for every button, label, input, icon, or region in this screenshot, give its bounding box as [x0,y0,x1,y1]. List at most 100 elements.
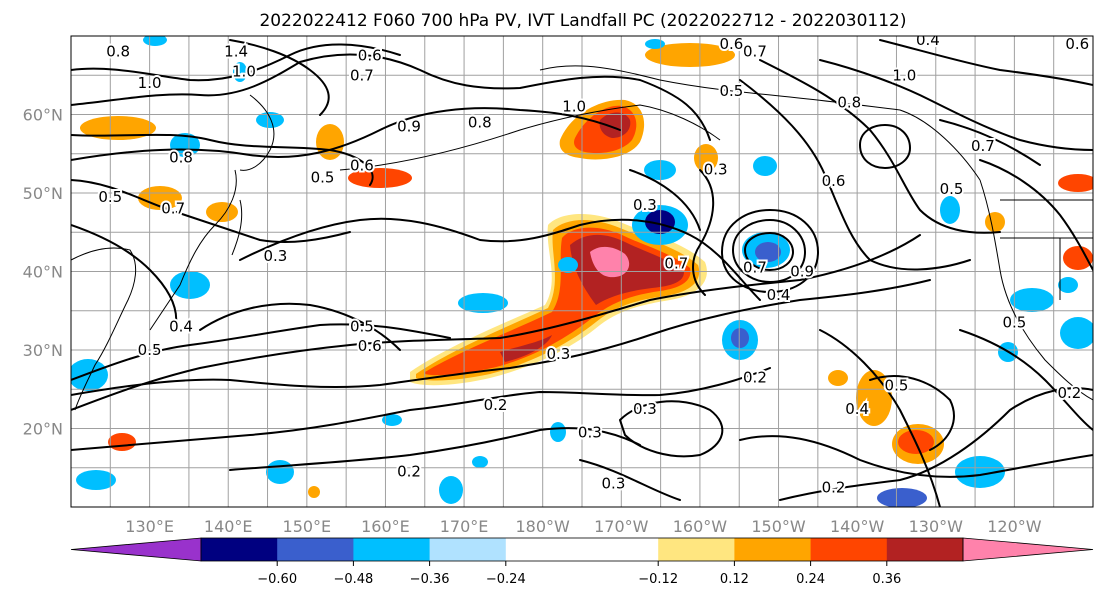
contour-label: 0.6 [350,157,374,175]
pv-negative-patch [1010,288,1054,312]
lon-tick-label: 170°W [594,517,649,536]
contour-label: 0.8 [468,113,492,131]
contour-line [71,107,621,161]
colorbar-segment [658,538,735,561]
contour-line [71,323,451,381]
contour-label: 0.5 [940,180,964,198]
contour-label: 0.7 [743,43,767,61]
colorbar-segment [582,538,659,561]
coastlines [71,65,1093,411]
contour-line [819,329,941,507]
contour-line [692,169,715,296]
lat-tick-label: 30°N [23,341,63,360]
pv-negative-patch [731,328,749,348]
contour-label: 0.5 [719,82,743,100]
colorbar-tick-label: −0.60 [257,572,297,587]
lat-tick-label: 40°N [23,263,63,282]
pv-negative-patch [170,271,210,299]
contour-line [819,59,1093,151]
contour-line [979,159,1093,271]
map-panel: 0.8 1.41.01.00.60.70.80.91.00.60.50.80.70… [70,35,1094,508]
contour-line [732,219,806,283]
contour-label: 0.6 [358,47,382,65]
contour-label: 1.0 [892,66,916,84]
pv-positive-patch [828,370,848,386]
contour-line [579,459,681,501]
colorbar: −0.60 −0.48 −0.36 −0.24 −0.12 0.12 0.24 0.36 [70,537,1094,587]
pv-positive-patch [348,168,412,188]
pv-positive-patch [1058,174,1093,192]
contour-label: 1.0 [138,74,162,92]
contour-line [229,427,641,471]
contour-label: 0.7 [971,137,995,155]
contour-label: 0.7 [743,259,767,277]
lon-tick-label: 150°W [751,517,806,536]
contour-line [859,124,911,169]
contour-line [71,224,178,331]
contour-label: 0.8 [106,43,130,61]
lon-tick-label: 140°W [830,517,885,536]
colorbar-segment [505,538,583,561]
contour-line [939,119,1041,166]
contour-label: 0.3 [546,345,570,363]
colorbar-segment [810,538,888,561]
colorbar-tick-label: −0.12 [638,572,678,587]
pv-negative-patch [1060,317,1093,349]
contour-label: 0.8 [169,149,193,167]
pv-contours [71,39,1093,507]
pv-negative-patch [170,133,200,157]
contour-label: 1.4 [224,43,248,61]
pv-shading [71,36,1093,507]
colorbar-tick-label: −0.36 [410,572,450,587]
pv-positive-patch [206,202,238,222]
ivt-band-pink [590,246,630,278]
contour-line [71,53,711,141]
pv-negative-patch [439,476,463,504]
pv-negative-patch [644,160,676,180]
contour-line [629,169,701,231]
coastline-aleutians [339,104,721,171]
colorbar-tick-label: −0.24 [486,572,526,587]
colorbar-tick-label: 0.12 [720,572,749,587]
contour-line [959,329,1093,431]
pv-negative-patch [233,62,247,82]
contour-label: 0.3 [602,474,626,492]
contour-label: 0.5 [98,188,122,206]
contour-label: 0.5 [311,168,335,186]
contour-line [744,232,794,271]
contour-label: 0.6 [358,337,382,355]
contour-line [239,217,761,301]
contour-label: 0.9 [397,117,421,135]
contour-line [71,234,921,411]
pv-negative-patch [1058,277,1078,293]
lon-tick-label: 130°W [909,517,964,536]
contour-label: 0.5 [885,376,909,394]
contour-line [199,302,401,351]
bering-positive-darkred [599,112,631,138]
contour-label: 0.3 [704,160,728,178]
pv-negative-patch [382,414,402,426]
colorbar-segment [734,538,812,561]
pv-negative-patch [940,196,960,224]
contour-line [759,59,1001,234]
contour-line [739,79,971,271]
contour-label: 0.6 [822,172,846,190]
lat-tick-label: 20°N [23,420,63,439]
contour-line [879,39,1093,86]
pv-positive-patch [308,486,320,498]
contour-label: 0.7 [350,66,374,84]
colorbar-frame [200,537,964,562]
contour-label: 0.9 [790,263,814,281]
contour-label: 0.5 [350,317,374,335]
pv-negative-patch [76,470,116,490]
contour-label: 0.6 [1065,35,1089,53]
contour-label: 0.2 [1057,384,1081,402]
pv-positive-patch [138,186,182,210]
contour-label: 0.4 [169,317,193,335]
contour-line [869,375,955,451]
contour-label: 0.7 [664,255,688,273]
contour-line [71,133,374,186]
lon-tick-label: 120°W [987,517,1042,536]
pv-negative-patch [755,242,781,262]
pv-positive-patch [108,433,136,451]
